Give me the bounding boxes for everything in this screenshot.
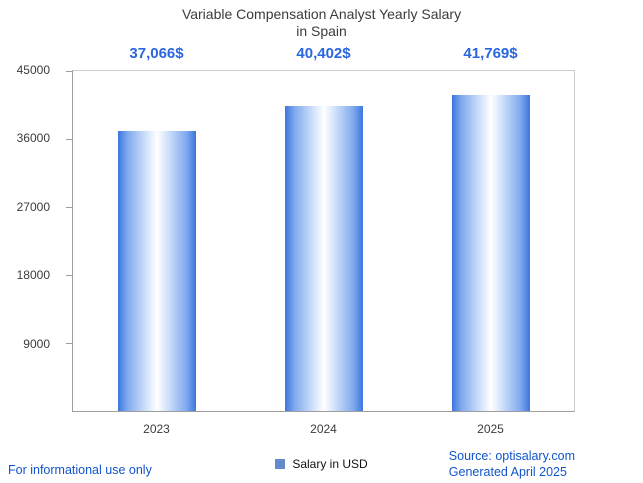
x-axis-label: 2025 [477, 422, 504, 436]
bar-slot: 37,066$ 2023 [73, 45, 240, 436]
chart-title: Variable Compensation Analyst Yearly Sal… [0, 6, 643, 40]
y-axis-tick-mark [66, 207, 72, 208]
chart-title-line1: Variable Compensation Analyst Yearly Sal… [181, 6, 462, 22]
bar-value-label: 40,402$ [296, 45, 351, 62]
generated-date: Generated April 2025 [448, 465, 567, 479]
disclaimer-text: For informational use only [8, 463, 152, 477]
y-axis-tick-mark [66, 71, 72, 72]
source-link[interactable]: Source: optisalary.com [448, 449, 575, 463]
y-axis-tick-label: 18000 [16, 268, 50, 283]
x-axis-label: 2023 [143, 422, 170, 436]
y-axis-tick-mark [66, 275, 72, 276]
bar-2024 [284, 105, 363, 411]
bars-row: 37,066$ 2023 40,402$ 2024 41,769$ 2025 [73, 45, 574, 436]
y-axis-tick-mark [66, 343, 72, 344]
bar-2023 [117, 130, 196, 411]
legend-swatch-icon [275, 459, 286, 469]
y-axis-tick-label: 27000 [16, 199, 50, 214]
bar-value-label: 41,769$ [463, 45, 518, 62]
bar-value-label: 37,066$ [129, 45, 184, 62]
chart-title-line2: in Spain [296, 23, 347, 39]
y-axis-tick-label: 36000 [16, 131, 50, 146]
bar-slot: 40,402$ 2024 [240, 45, 407, 436]
y-axis-tick-label: 45000 [16, 63, 50, 77]
source-block: Source: optisalary.com Generated April 2… [449, 448, 575, 480]
y-axis: 9000 18000 27000 36000 45000 [0, 63, 64, 412]
x-axis-label: 2024 [310, 422, 337, 436]
y-axis-tick-mark [66, 139, 72, 140]
legend: Salary in USD [0, 457, 643, 471]
legend-label: Salary in USD [292, 457, 368, 471]
plot-area: 37,066$ 2023 40,402$ 2024 41,769$ 2025 [66, 45, 575, 436]
bar-2025 [451, 95, 530, 411]
bar-slot: 41,769$ 2025 [407, 45, 574, 436]
y-axis-tick-label: 9000 [23, 336, 50, 351]
